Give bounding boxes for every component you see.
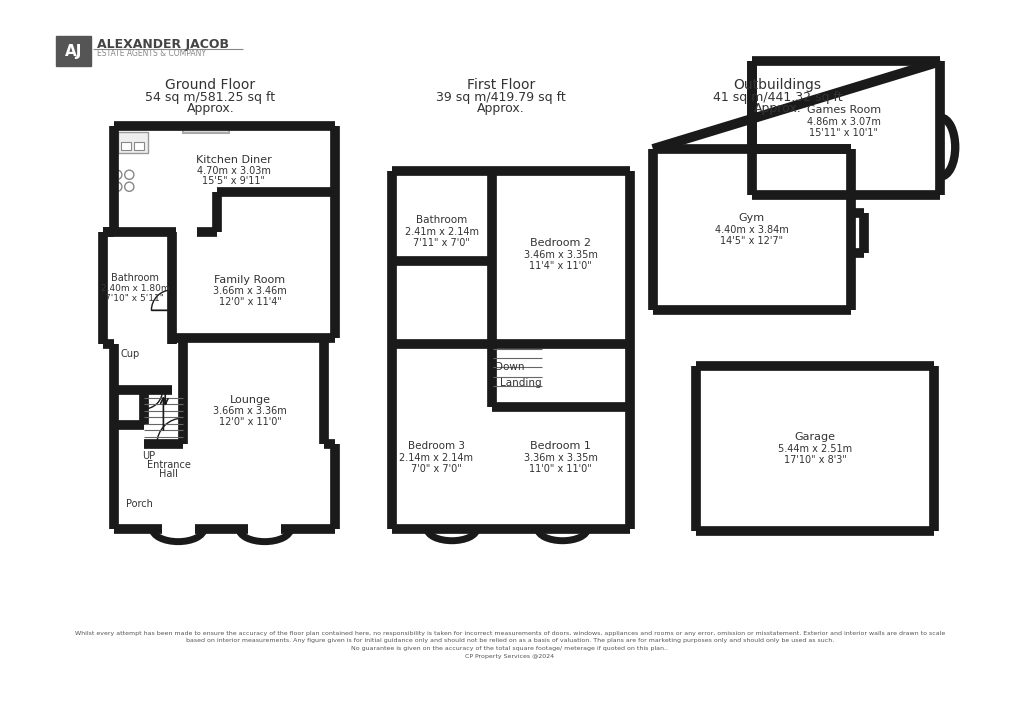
Text: Bathroom: Bathroom <box>416 215 467 225</box>
Text: Family Room: Family Room <box>214 275 285 285</box>
Text: 2.40m x 1.80m: 2.40m x 1.80m <box>101 283 169 293</box>
Text: Garage: Garage <box>794 432 835 441</box>
Text: 54 sq m/581.25 sq ft: 54 sq m/581.25 sq ft <box>145 91 275 104</box>
Text: 15'5" x 9'11": 15'5" x 9'11" <box>202 176 265 186</box>
Text: 11'4" x 11'0": 11'4" x 11'0" <box>529 261 591 271</box>
Text: Approx.: Approx. <box>477 102 524 115</box>
Text: Gym: Gym <box>738 213 764 223</box>
FancyBboxPatch shape <box>56 37 92 66</box>
Wedge shape <box>157 418 182 444</box>
Text: Approx.: Approx. <box>186 102 234 115</box>
Text: 7'11" x 7'0": 7'11" x 7'0" <box>413 238 470 248</box>
Text: Landing: Landing <box>499 378 541 388</box>
Text: 17'10" x 8'3": 17'10" x 8'3" <box>783 455 846 464</box>
Text: 3.36m x 3.35m: 3.36m x 3.35m <box>523 453 597 463</box>
Bar <box>121 141 131 150</box>
Text: AJ: AJ <box>65 44 83 58</box>
Text: 39 sq m/419.79 sq ft: 39 sq m/419.79 sq ft <box>435 91 566 104</box>
Text: ALEXANDER JACOB: ALEXANDER JACOB <box>97 38 229 51</box>
Text: First Floor: First Floor <box>467 79 534 92</box>
Bar <box>182 124 228 133</box>
Text: 2.41m x 2.14m: 2.41m x 2.14m <box>405 227 478 237</box>
Text: 14'5" x 12'7": 14'5" x 12'7" <box>719 236 783 246</box>
Text: Whilst every attempt has been made to ensure the accuracy of the floor plan cont: Whilst every attempt has been made to en… <box>74 631 945 659</box>
Text: 12'0" x 11'0": 12'0" x 11'0" <box>218 417 281 427</box>
Text: Cup: Cup <box>120 348 140 358</box>
Wedge shape <box>144 391 162 409</box>
Text: Bedroom 2: Bedroom 2 <box>530 238 591 248</box>
Text: 15'11" x 10'1": 15'11" x 10'1" <box>808 128 877 138</box>
Text: 4.70m x 3.03m: 4.70m x 3.03m <box>197 166 270 176</box>
Text: Approx.: Approx. <box>753 102 800 115</box>
Text: Ground Floor: Ground Floor <box>165 79 255 92</box>
Text: Bedroom 1: Bedroom 1 <box>530 441 591 451</box>
Text: Down: Down <box>495 363 524 373</box>
Text: 3.46m x 3.35m: 3.46m x 3.35m <box>523 250 597 260</box>
Text: 7'0" x 7'0": 7'0" x 7'0" <box>411 464 462 474</box>
Bar <box>118 133 148 153</box>
Text: 2.14m x 2.14m: 2.14m x 2.14m <box>398 453 473 463</box>
Text: 4.40m x 3.84m: 4.40m x 3.84m <box>714 225 788 235</box>
Text: 3.66m x 3.36m: 3.66m x 3.36m <box>213 406 286 416</box>
Text: Outbuildings: Outbuildings <box>733 79 820 92</box>
Text: Lounge: Lounge <box>229 394 270 404</box>
Text: 7'10" x 5'11": 7'10" x 5'11" <box>105 293 164 303</box>
Text: Games Room: Games Room <box>806 105 879 115</box>
Text: 3.66m x 3.46m: 3.66m x 3.46m <box>213 286 286 296</box>
Text: Porch: Porch <box>126 499 153 509</box>
Text: 11'0" x 11'0": 11'0" x 11'0" <box>529 464 591 474</box>
Text: 12'0" x 11'4": 12'0" x 11'4" <box>218 297 281 307</box>
Text: Entrance: Entrance <box>147 460 191 470</box>
Text: 4.86m x 3.07m: 4.86m x 3.07m <box>806 118 879 127</box>
Text: Hall: Hall <box>159 469 178 479</box>
Text: Bedroom 3: Bedroom 3 <box>408 441 465 451</box>
Text: UP: UP <box>142 451 155 461</box>
Text: Kitchen Diner: Kitchen Diner <box>196 155 271 165</box>
Text: 41 sq m/441.32 sq ft: 41 sq m/441.32 sq ft <box>712 91 842 104</box>
Text: 5.44m x 2.51m: 5.44m x 2.51m <box>777 443 851 454</box>
Wedge shape <box>151 290 171 310</box>
Text: Bathroom: Bathroom <box>111 273 159 283</box>
Text: ESTATE AGENTS & COMPANY: ESTATE AGENTS & COMPANY <box>97 50 206 58</box>
Bar <box>133 141 144 150</box>
